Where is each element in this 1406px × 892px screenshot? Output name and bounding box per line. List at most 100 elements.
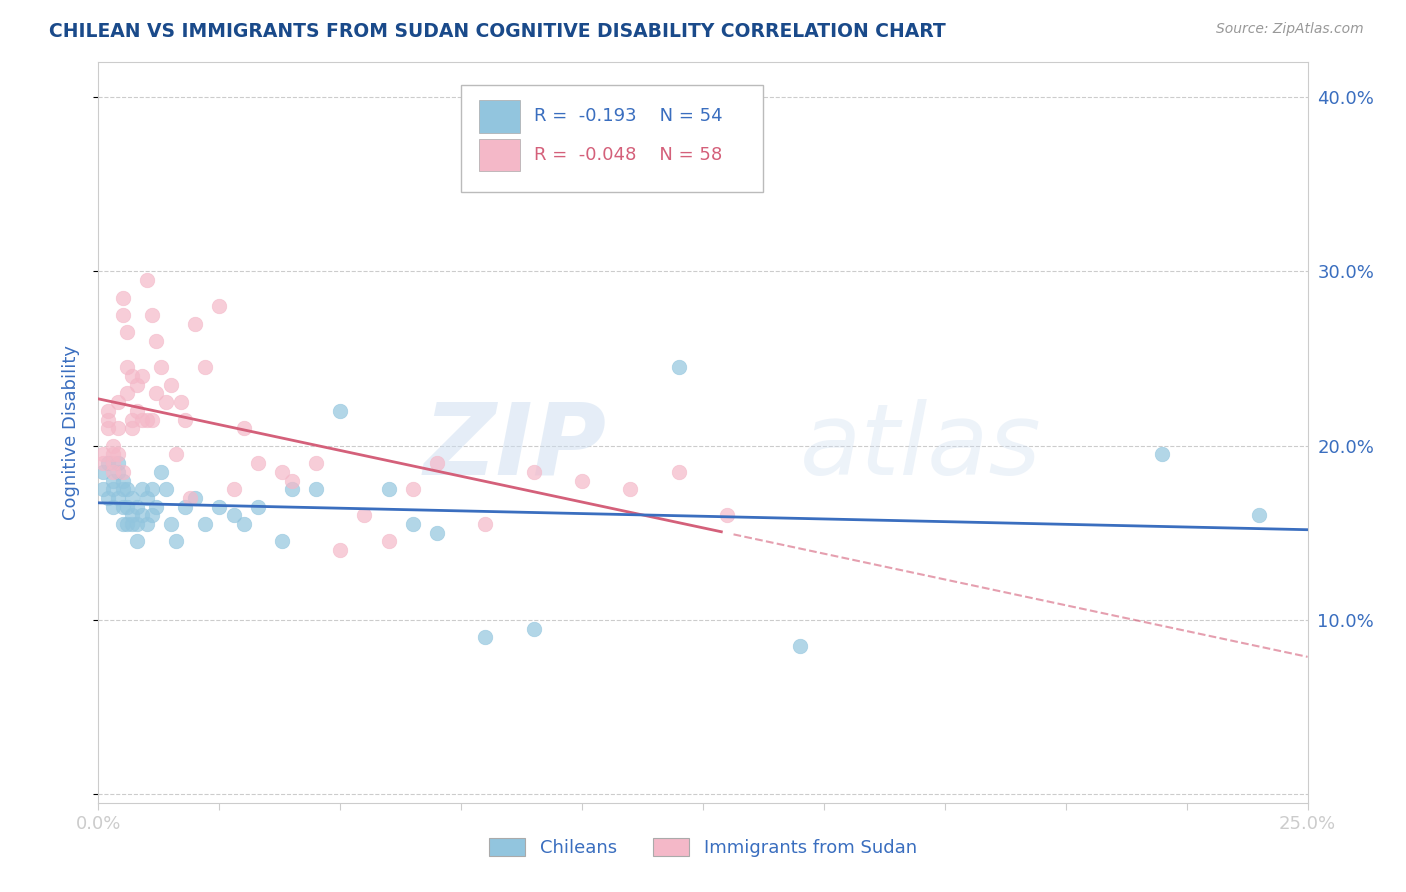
- Point: [101, 474, 124, 488]
- Point: [523, 465, 546, 479]
- Text: ZIP: ZIP: [423, 399, 606, 496]
- Point: [174, 500, 197, 514]
- Point: [111, 500, 134, 514]
- Point: [127, 377, 149, 392]
- Point: [131, 412, 153, 426]
- Point: [121, 412, 143, 426]
- Point: [145, 500, 167, 514]
- Point: [101, 447, 124, 461]
- Point: [131, 508, 153, 523]
- Point: [179, 491, 201, 505]
- Point: [174, 412, 197, 426]
- Point: [117, 517, 139, 532]
- Text: R =  -0.193    N = 54: R = -0.193 N = 54: [534, 108, 723, 126]
- Point: [165, 447, 187, 461]
- Point: [402, 482, 425, 496]
- Point: [111, 308, 134, 322]
- Point: [127, 517, 149, 532]
- Point: [91, 447, 114, 461]
- Point: [107, 395, 129, 409]
- Point: [101, 500, 124, 514]
- Point: [97, 456, 120, 470]
- Point: [117, 326, 139, 340]
- Point: [101, 439, 124, 453]
- Text: Source: ZipAtlas.com: Source: ZipAtlas.com: [1216, 22, 1364, 37]
- Text: CHILEAN VS IMMIGRANTS FROM SUDAN COGNITIVE DISABILITY CORRELATION CHART: CHILEAN VS IMMIGRANTS FROM SUDAN COGNITI…: [49, 22, 946, 41]
- Point: [141, 482, 163, 496]
- Point: [426, 456, 449, 470]
- Point: [127, 534, 149, 549]
- Point: [111, 465, 134, 479]
- Point: [619, 482, 641, 496]
- Point: [232, 421, 254, 435]
- Point: [131, 369, 153, 384]
- Point: [194, 517, 217, 532]
- Point: [160, 377, 183, 392]
- Point: [135, 273, 157, 287]
- Point: [165, 534, 187, 549]
- Point: [208, 500, 231, 514]
- Point: [247, 500, 270, 514]
- Point: [155, 482, 177, 496]
- Point: [271, 465, 294, 479]
- Point: [1152, 447, 1174, 461]
- Point: [271, 534, 294, 549]
- Legend: Chileans, Immigrants from Sudan: Chileans, Immigrants from Sudan: [482, 830, 924, 864]
- Point: [111, 517, 134, 532]
- Point: [571, 474, 593, 488]
- Point: [107, 491, 129, 505]
- Point: [97, 412, 120, 426]
- Point: [232, 517, 254, 532]
- Point: [305, 456, 328, 470]
- Point: [111, 291, 134, 305]
- Point: [716, 508, 738, 523]
- FancyBboxPatch shape: [461, 85, 763, 192]
- Point: [97, 421, 120, 435]
- Point: [145, 334, 167, 348]
- Point: [155, 395, 177, 409]
- Point: [222, 508, 245, 523]
- Point: [353, 508, 375, 523]
- Point: [97, 404, 120, 418]
- Point: [426, 525, 449, 540]
- Point: [101, 465, 124, 479]
- Point: [111, 482, 134, 496]
- Point: [150, 465, 173, 479]
- FancyBboxPatch shape: [479, 100, 520, 133]
- Point: [107, 421, 129, 435]
- Point: [474, 630, 496, 644]
- Point: [107, 447, 129, 461]
- Point: [474, 517, 496, 532]
- Point: [111, 474, 134, 488]
- Point: [117, 386, 139, 401]
- Point: [329, 543, 352, 558]
- Point: [121, 369, 143, 384]
- Point: [402, 517, 425, 532]
- Point: [117, 482, 139, 496]
- Point: [169, 395, 191, 409]
- Text: atlas: atlas: [800, 399, 1042, 496]
- Y-axis label: Cognitive Disability: Cognitive Disability: [62, 345, 80, 520]
- Point: [789, 639, 811, 653]
- Point: [668, 465, 690, 479]
- Point: [377, 482, 399, 496]
- Point: [121, 508, 143, 523]
- Point: [184, 491, 207, 505]
- Point: [222, 482, 245, 496]
- Point: [194, 360, 217, 375]
- Point: [184, 317, 207, 331]
- Point: [127, 500, 149, 514]
- Text: R =  -0.048    N = 58: R = -0.048 N = 58: [534, 146, 721, 164]
- Point: [91, 482, 114, 496]
- Point: [131, 482, 153, 496]
- Point: [107, 465, 129, 479]
- Point: [135, 517, 157, 532]
- Point: [208, 299, 231, 313]
- Point: [101, 482, 124, 496]
- Point: [305, 482, 328, 496]
- FancyBboxPatch shape: [479, 138, 520, 171]
- Point: [141, 508, 163, 523]
- Point: [121, 491, 143, 505]
- Point: [160, 517, 183, 532]
- Point: [1249, 508, 1271, 523]
